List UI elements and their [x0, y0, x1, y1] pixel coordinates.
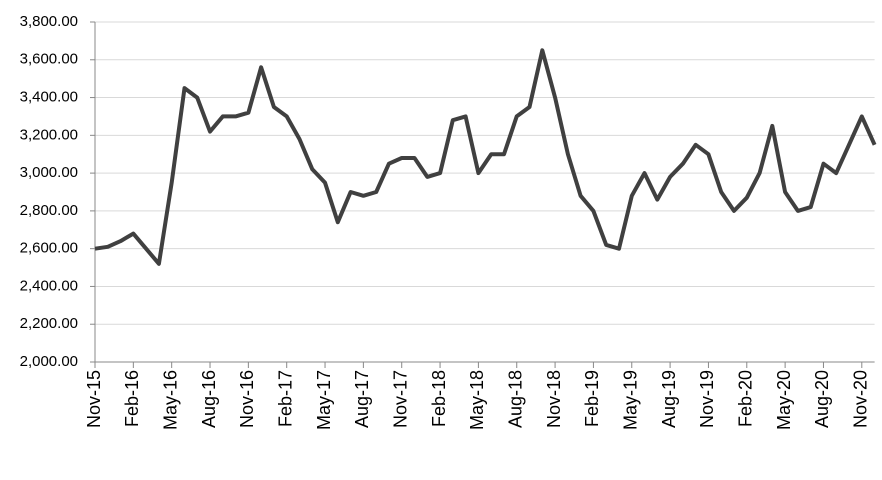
x-tick-label: Nov-19 — [697, 370, 717, 428]
x-tick-label: Feb-17 — [275, 370, 295, 427]
x-tick-label: May-19 — [621, 370, 641, 430]
y-tick-label: 2,400.00 — [20, 277, 78, 294]
y-tick-label: 2,000.00 — [20, 353, 78, 370]
x-tick-label: Feb-18 — [429, 370, 449, 427]
x-tick-label: May-18 — [467, 370, 487, 430]
x-tick-label: Aug-19 — [659, 370, 679, 428]
x-tick-label: Aug-17 — [352, 370, 372, 428]
y-tick-label: 3,000.00 — [20, 164, 78, 181]
x-tick-label: Aug-18 — [505, 370, 525, 428]
data-line — [94, 48, 877, 266]
x-tick-label: Feb-16 — [122, 370, 142, 427]
x-tick-label: Feb-20 — [736, 370, 756, 427]
x-tick-label: Nov-15 — [84, 370, 104, 428]
y-tick-label: 3,200.00 — [20, 126, 78, 143]
y-tick-label: 2,200.00 — [20, 315, 78, 332]
x-tick-label: Aug-16 — [199, 370, 219, 428]
x-tick-label: May-16 — [160, 370, 180, 430]
x-tick-label: Nov-18 — [544, 370, 564, 428]
x-tick-label: Feb-19 — [582, 370, 602, 427]
y-tick-label: 3,600.00 — [20, 51, 78, 68]
x-tick-label: Nov-16 — [237, 370, 257, 428]
x-tick-label: Nov-20 — [851, 370, 871, 428]
y-tick-label: 3,400.00 — [20, 89, 78, 106]
x-tick-label: May-17 — [314, 370, 334, 430]
y-tick-label: 3,800.00 — [20, 13, 78, 30]
y-tick-label: 2,800.00 — [20, 202, 78, 219]
x-tick-label: May-20 — [774, 370, 794, 430]
x-tick-label: Nov-17 — [390, 370, 410, 428]
y-tick-label: 2,600.00 — [20, 240, 78, 257]
x-tick-label: Aug-20 — [812, 370, 832, 428]
